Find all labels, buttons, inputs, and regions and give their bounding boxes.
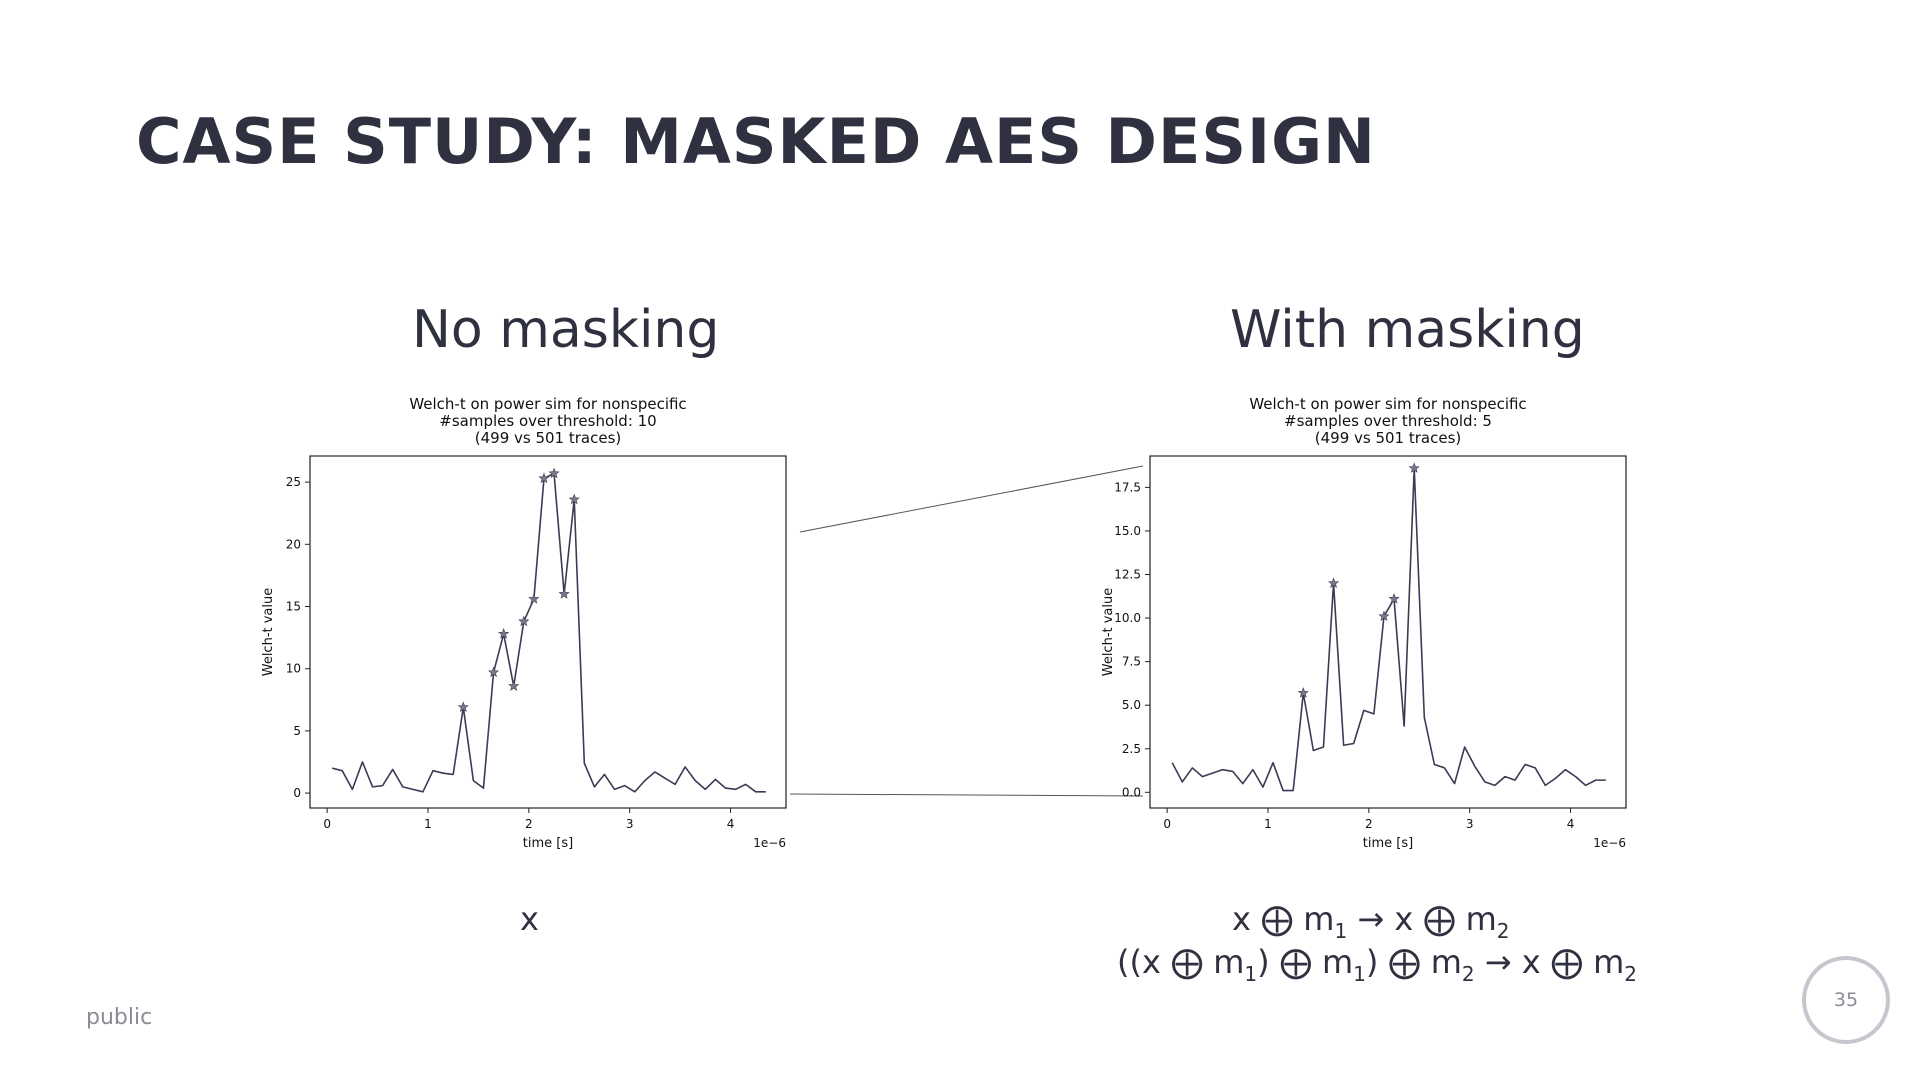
series-line	[1171, 467, 1606, 792]
threshold-marker	[1408, 462, 1420, 473]
classification-label: public	[86, 1005, 153, 1030]
chart-title-line: Welch-t on power sim for nonspecific	[1249, 395, 1526, 413]
connector-line-bottom	[789, 793, 1144, 797]
threshold-marker	[548, 467, 560, 479]
chart-title-line: #samples over threshold: 10	[439, 412, 656, 430]
threshold-marker	[487, 666, 500, 678]
x-tick-label: 2	[525, 817, 533, 831]
chart-no-masking: Welch-t on power sim for nonspecific#sam…	[261, 395, 787, 851]
y-axis-label: Welch-t value	[1101, 588, 1116, 677]
formula-no-masking: x	[520, 900, 539, 938]
y-tick-label: 0.0	[1122, 785, 1141, 799]
formula-with-masking-line-2: ((x ⨁ m1) ⨁ m1) ⨁ m2 → x ⨁ m2	[1117, 943, 1637, 986]
threshold-marker	[1327, 577, 1340, 588]
chart-title-line: Welch-t on power sim for nonspecific	[409, 395, 686, 413]
x-offset-label: 1e−6	[1593, 836, 1626, 850]
threshold-marker	[558, 588, 570, 599]
threshold-marker	[568, 493, 580, 505]
y-tick-label: 15.0	[1114, 524, 1141, 538]
slide-title: CASE STUDY: MASKED AES DESIGN	[136, 105, 1376, 178]
threshold-marker	[538, 472, 550, 484]
x-axis-label: time [s]	[1363, 836, 1413, 851]
chart-title-line: (499 vs 501 traces)	[1315, 429, 1462, 447]
series-line	[331, 472, 766, 793]
connector-line-top	[799, 465, 1144, 533]
y-tick-label: 20	[286, 537, 301, 551]
threshold-marker	[528, 593, 540, 604]
x-axis-label: time [s]	[523, 836, 573, 851]
plot-frame	[1149, 455, 1627, 809]
threshold-marker	[1388, 593, 1400, 604]
y-tick-label: 5	[293, 724, 301, 738]
y-tick-label: 5.0	[1122, 698, 1141, 712]
y-tick-label: 12.5	[1114, 567, 1141, 581]
threshold-marker	[518, 615, 530, 627]
y-tick-label: 7.5	[1122, 655, 1141, 669]
panel-heading-with-masking: With masking	[1230, 300, 1585, 360]
y-tick-label: 10.0	[1114, 611, 1141, 625]
x-offset-label: 1e−6	[753, 836, 786, 850]
x-tick-label: 1	[1264, 817, 1272, 831]
x-tick-label: 4	[727, 817, 735, 831]
x-tick-label: 3	[1466, 817, 1474, 831]
x-tick-label: 1	[424, 817, 432, 831]
x-tick-label: 2	[1365, 817, 1373, 831]
threshold-marker	[1297, 687, 1309, 698]
chart-title-line: (499 vs 501 traces)	[475, 429, 622, 447]
formula-with-masking-line-1: x ⨁ m1 → x ⨁ m2	[1232, 900, 1510, 943]
threshold-marker	[457, 701, 469, 712]
y-tick-label: 25	[286, 475, 301, 489]
chart-with-masking: Welch-t on power sim for nonspecific#sam…	[1101, 395, 1627, 851]
y-tick-label: 2.5	[1122, 742, 1141, 756]
y-axis-label: Welch-t value	[261, 588, 276, 677]
page-number-badge: 35	[1802, 956, 1890, 1044]
panel-heading-no-masking: No masking	[412, 300, 720, 360]
x-tick-label: 0	[1163, 817, 1171, 831]
x-tick-label: 3	[626, 817, 634, 831]
threshold-marker	[508, 680, 520, 691]
threshold-marker	[1378, 610, 1390, 622]
chart-title-line: #samples over threshold: 5	[1284, 412, 1492, 430]
plot-frame	[309, 455, 787, 809]
x-tick-label: 0	[323, 817, 331, 831]
y-tick-label: 15	[286, 600, 301, 614]
y-tick-label: 17.5	[1114, 480, 1141, 494]
y-tick-label: 0	[293, 786, 301, 800]
x-tick-label: 4	[1567, 817, 1575, 831]
y-tick-label: 10	[286, 662, 301, 676]
threshold-marker	[498, 628, 510, 639]
